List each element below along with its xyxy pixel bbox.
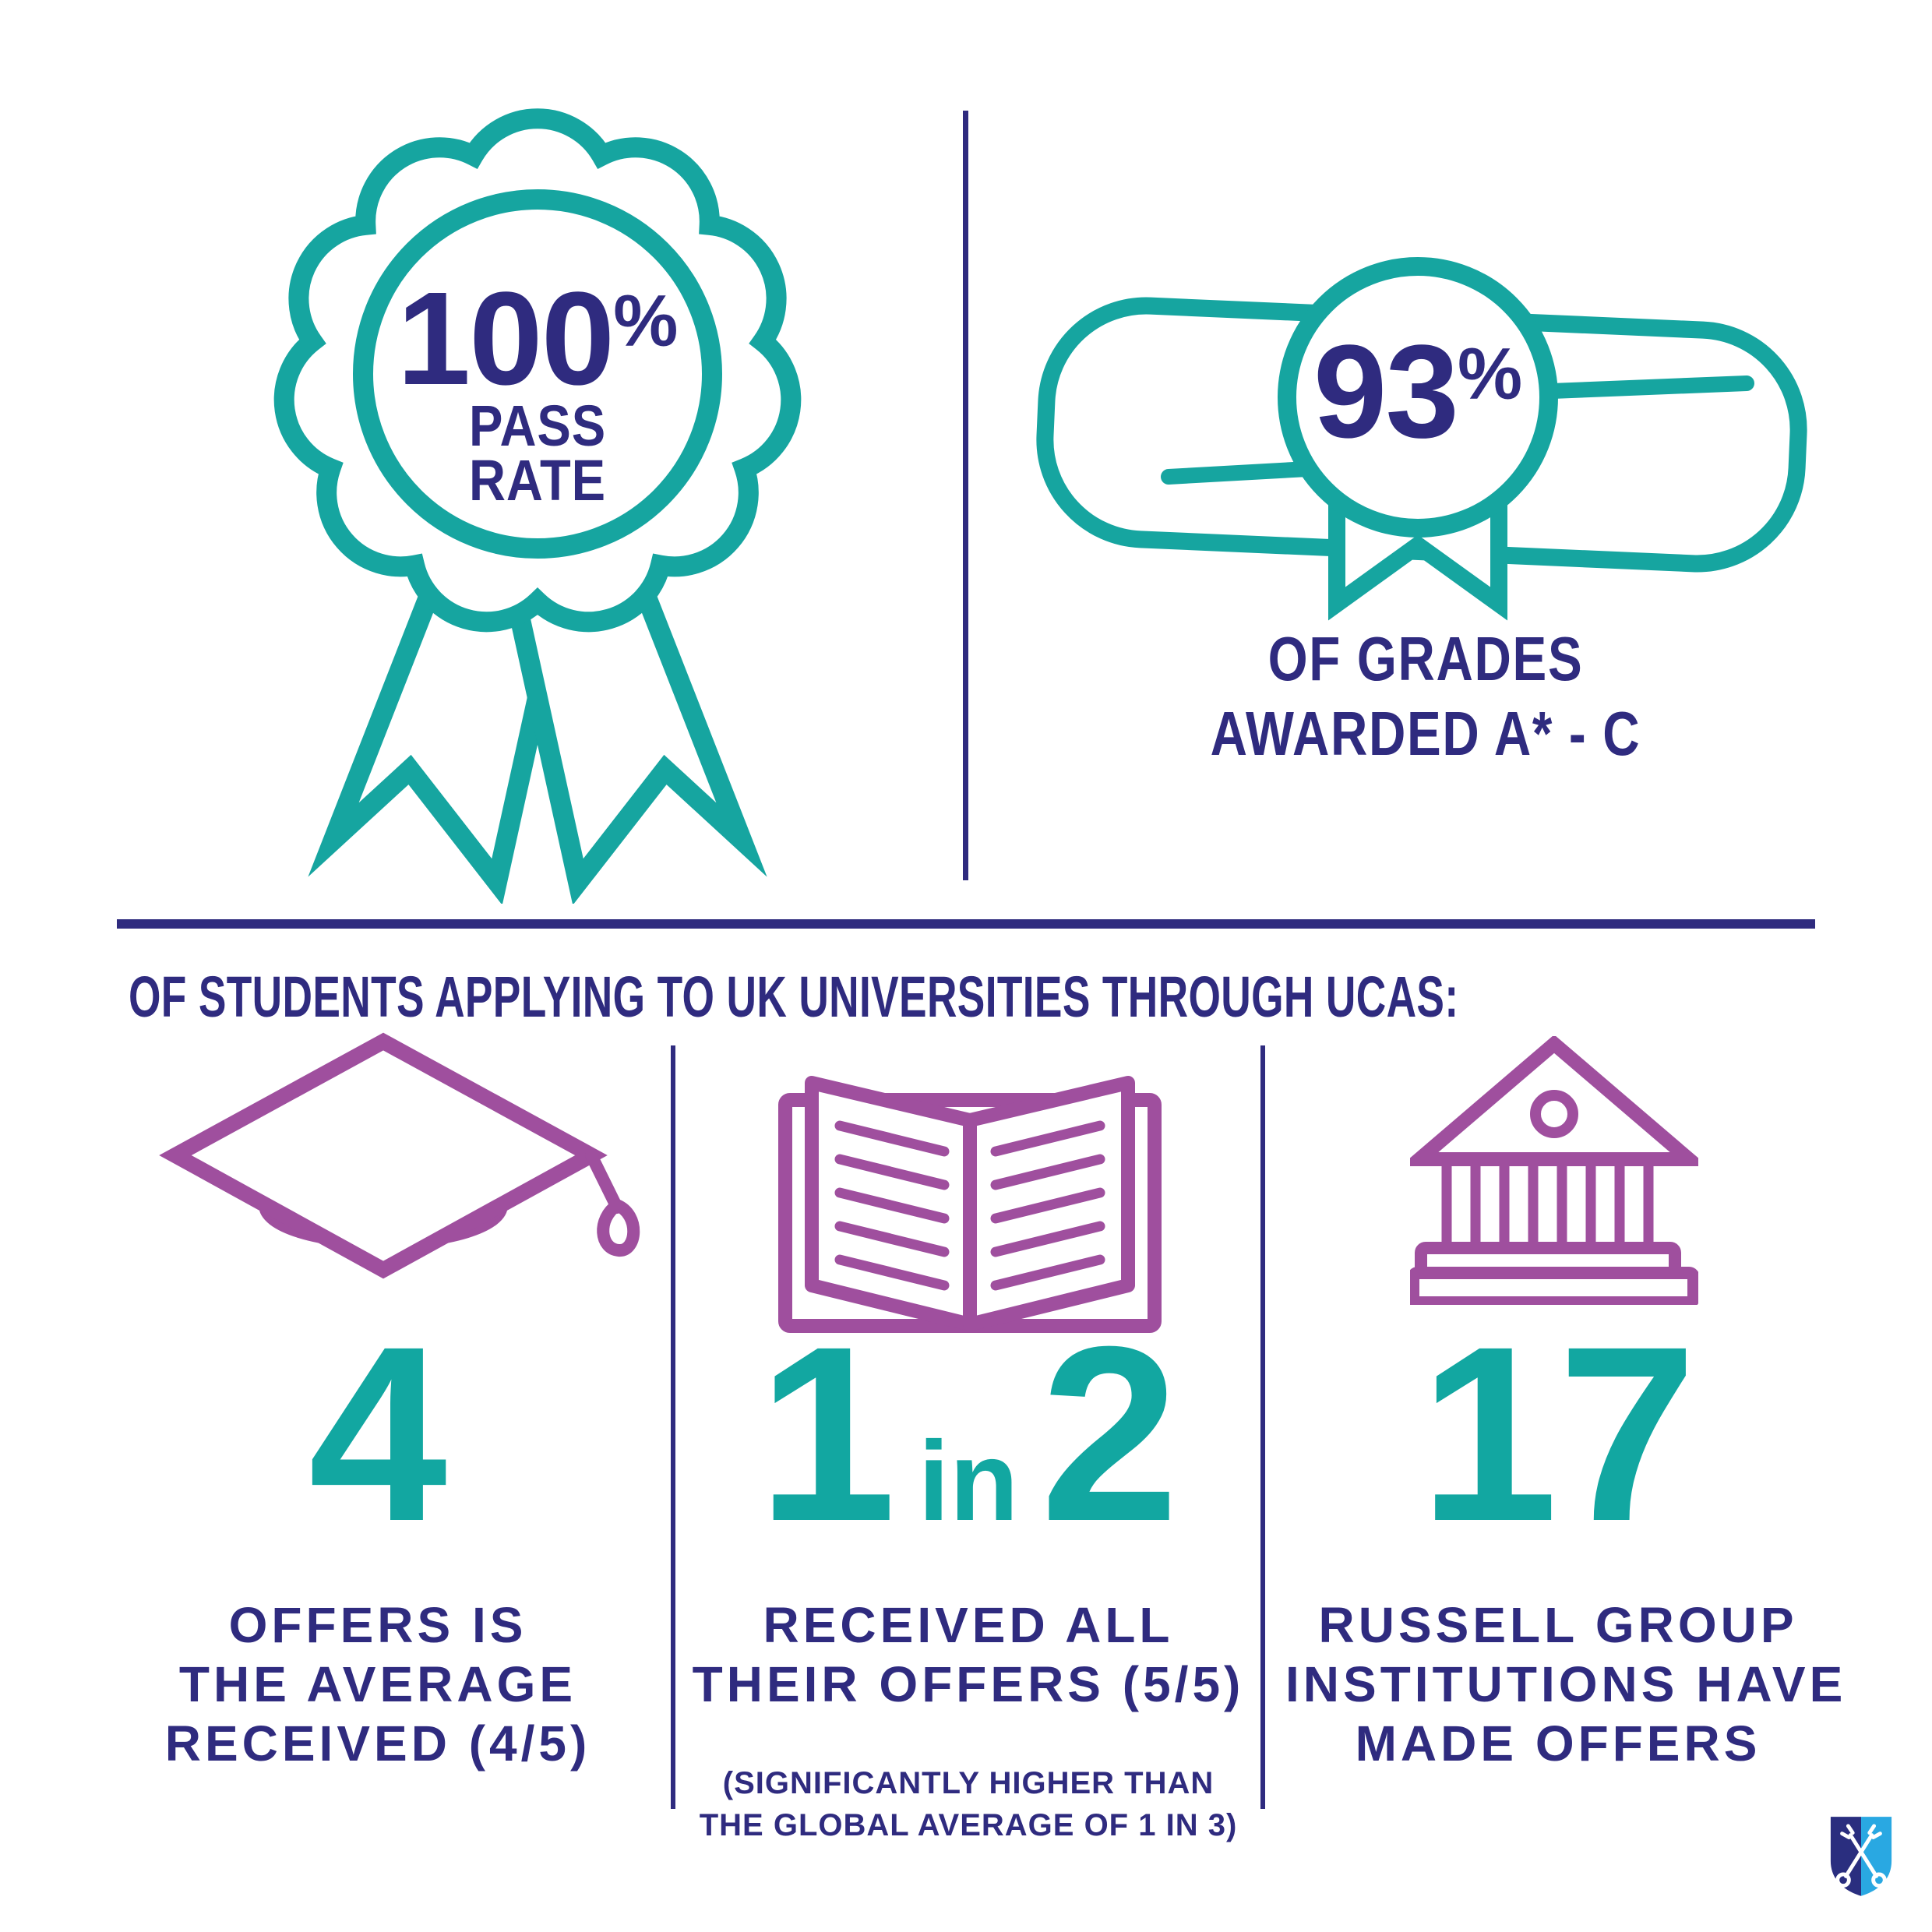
- stat-in: in: [918, 1418, 1019, 1544]
- rosette-award-icon: [273, 108, 802, 904]
- label-all-offers: RECEIVED ALL THEIR OFFERS (5/5): [686, 1595, 1251, 1714]
- ucas-header-text: OF STUDENTS APPLYING TO UK UNIVERSITIES …: [129, 964, 1459, 1029]
- label-line: INSTITUTIONS HAVE: [1285, 1656, 1847, 1712]
- pass-rate-label-line1: PASS: [468, 393, 607, 458]
- note-line: THE GLOBAL AVERAGE OF 1 IN 3): [699, 1808, 1238, 1842]
- grades-label: OF GRADES AWARDED A* - C: [1091, 622, 1761, 771]
- note-global-average: (SIGNIFICANTLY HIGHER THAN THE GLOBAL AV…: [686, 1762, 1251, 1846]
- label-line: RUSSELL GROUP: [1318, 1597, 1798, 1653]
- column-divider-1: [671, 1045, 675, 1809]
- pass-rate-label-line2: RATE: [469, 448, 606, 513]
- stat-one: 1: [757, 1294, 897, 1573]
- column-divider-2: [1260, 1045, 1265, 1809]
- bank-building-icon: [1410, 1036, 1698, 1305]
- percent-sign: %: [613, 280, 679, 362]
- note-line: (SIGNIFICANTLY HIGHER THAN: [722, 1766, 1215, 1800]
- label-line: THE AVERAGE: [178, 1656, 577, 1712]
- crossed-keys: [1835, 1824, 1887, 1888]
- open-book-icon: [778, 1076, 1162, 1333]
- pass-rate-value: 100%: [335, 273, 740, 425]
- label-line: RECEIVED (4/5): [164, 1715, 591, 1772]
- crossed-keys-shield-logo: [1830, 1817, 1892, 1896]
- ucas-section-header: OF STUDENTS APPLYING TO UK UNIVERSITIES …: [129, 966, 1932, 1028]
- stat-one-in-two: 1 in2: [686, 1309, 1251, 1558]
- percent-sign: %: [1457, 333, 1523, 415]
- stat-average-offers: 4: [109, 1309, 647, 1558]
- diploma-scroll-icon: [1036, 257, 1807, 621]
- horizontal-divider: [117, 919, 1815, 929]
- label-line: OFFERS IS: [228, 1597, 527, 1653]
- bank-columns: [1441, 1159, 1654, 1251]
- graduation-cap-icon: [159, 1032, 640, 1279]
- stat-russell-group-number: 17: [1419, 1294, 1697, 1573]
- stat-average-offers-number: 4: [308, 1294, 447, 1573]
- label-line: THEIR OFFERS (5/5): [692, 1656, 1245, 1712]
- bank-pediment-circle: [1530, 1090, 1578, 1138]
- rosette-inner-circle: [353, 189, 722, 559]
- pass-rate-number: 100: [397, 265, 615, 413]
- stat-russell-group: 17: [1285, 1309, 1831, 1558]
- pass-rate-label: PASS RATE: [335, 393, 740, 513]
- grades-label-line2: AWARDED A* - C: [1210, 699, 1641, 768]
- book-text-lines: [834, 1120, 1105, 1291]
- label-average-offers: OFFERS IS THE AVERAGE RECEIVED (4/5): [109, 1595, 647, 1773]
- label-line: RECEIVED ALL: [763, 1597, 1174, 1653]
- diploma-seal-circle: [1278, 257, 1558, 538]
- cap-tassel-loop: [597, 1199, 640, 1257]
- label-line: MADE OFFERS: [1355, 1715, 1761, 1772]
- bank-pediment: [1410, 1036, 1698, 1166]
- cap-tassel-cord: [585, 1149, 623, 1214]
- cap-mortarboard: [159, 1032, 608, 1279]
- top-vertical-divider: [963, 111, 968, 880]
- grades-number: 93: [1313, 318, 1459, 466]
- stat-two: 2: [1040, 1294, 1179, 1573]
- bank-step-lower: [1410, 1267, 1698, 1305]
- grades-value: 93%: [1215, 326, 1620, 478]
- diploma-roll-line-right: [1544, 375, 1754, 399]
- label-russell-group: RUSSELL GROUP INSTITUTIONS HAVE MADE OFF…: [1285, 1595, 1847, 1773]
- diploma-roll-line-left: [1161, 461, 1315, 485]
- grades-label-line1: OF GRADES: [1267, 624, 1584, 693]
